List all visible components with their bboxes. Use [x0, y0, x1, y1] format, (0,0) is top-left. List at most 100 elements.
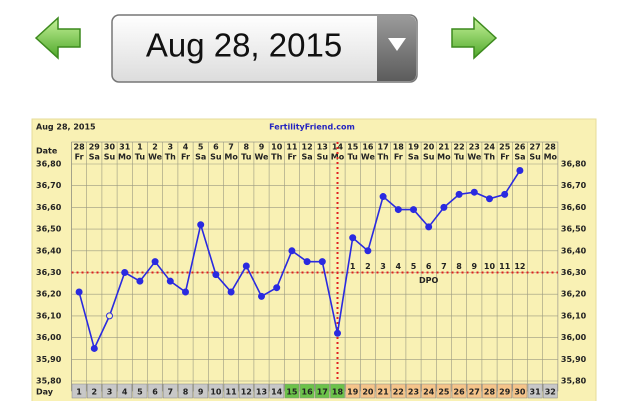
- date-label: 18: [393, 143, 405, 152]
- day-label: 31: [530, 388, 542, 397]
- temp-point: [121, 269, 129, 276]
- y-tick-label: 35,90: [561, 355, 587, 364]
- day-label: 14: [271, 388, 283, 397]
- weekday-label: Fr: [500, 153, 509, 162]
- day-cell: [497, 383, 513, 399]
- temp-point: [303, 258, 311, 266]
- date-label: 7: [228, 143, 234, 152]
- weekday-label: Th: [165, 153, 176, 162]
- day-label: 13: [256, 388, 267, 397]
- temp-point: [288, 247, 296, 255]
- date-label: 22: [454, 143, 465, 152]
- weekday-label: Fr: [75, 153, 84, 162]
- temp-point: [349, 234, 357, 242]
- day-cell: [512, 383, 528, 399]
- weekday-label: Mo: [437, 153, 451, 162]
- day-cell: [330, 383, 345, 399]
- y-tick-label: 36,50: [561, 225, 587, 234]
- temp-point: [90, 344, 98, 352]
- day-cell: [482, 383, 497, 399]
- y-tick-label: 36,00: [36, 333, 62, 342]
- day-label: 6: [152, 388, 158, 397]
- day-label: 29: [499, 388, 511, 397]
- temp-point: [334, 329, 341, 337]
- select-box: [111, 14, 418, 83]
- day-cell: [421, 383, 437, 399]
- date-label: 3: [168, 143, 174, 152]
- day-label: 5: [137, 388, 143, 397]
- y-tick-label: 36,20: [561, 290, 587, 299]
- temp-point: [182, 288, 189, 296]
- y-tick-label: 36,50: [36, 225, 62, 234]
- day-cell: [284, 383, 300, 399]
- temp-point: [516, 167, 524, 175]
- dpo-title: DPO: [419, 276, 439, 285]
- date-label: 19: [408, 143, 420, 152]
- weekday-label: Su: [423, 153, 435, 162]
- day-cell: [71, 383, 87, 399]
- y-tick-label: 36,80: [561, 160, 587, 169]
- weekday-label: Fr: [394, 153, 403, 162]
- weekday-label: Tu: [135, 153, 146, 162]
- select-caret: [388, 38, 406, 51]
- date-select[interactable]: Aug 28, 2015: [111, 14, 418, 83]
- temp-point: [318, 258, 326, 266]
- day-cell: [269, 383, 285, 399]
- day-cell: [254, 383, 269, 399]
- day-label: 27: [469, 388, 480, 397]
- weekday-label: We: [255, 153, 270, 162]
- date-label: 31: [119, 143, 131, 152]
- weekday-label: Th: [271, 153, 282, 162]
- day-label: 32: [545, 388, 556, 397]
- dpo-label: 3: [380, 262, 386, 271]
- weekday-label: We: [361, 153, 376, 162]
- y-tick-label: 36,10: [36, 311, 62, 320]
- temp-point: [486, 195, 493, 203]
- day-cell: [132, 383, 148, 399]
- date-label: 28: [545, 143, 557, 152]
- weekday-label: Su: [210, 153, 222, 162]
- date-label: 23: [469, 143, 480, 152]
- day-cell: [406, 383, 421, 399]
- y-tick-label: 36,10: [561, 311, 587, 320]
- weekday-label: Tu: [348, 153, 359, 162]
- weekday-label: Fr: [287, 153, 296, 162]
- next-arrow[interactable]: [451, 16, 498, 60]
- date-label: 20: [423, 143, 435, 152]
- dpo-label: 12: [514, 262, 525, 271]
- date-label: 25: [499, 143, 511, 152]
- y-tick-label: 36,60: [561, 203, 587, 212]
- day-label: 7: [168, 388, 174, 397]
- date-label: 1: [137, 143, 143, 152]
- day-cell: [86, 383, 102, 399]
- y-tick-label: 36,80: [36, 160, 62, 169]
- day-cell: [466, 383, 482, 399]
- dpo-label: 8: [456, 262, 462, 271]
- day-label: 20: [362, 388, 374, 397]
- day-label: 28: [484, 388, 496, 397]
- y-tick-label: 36,30: [36, 268, 62, 277]
- temp-point: [151, 258, 159, 266]
- day-label: 10: [210, 388, 222, 397]
- temp-point: [106, 312, 113, 320]
- temp-point: [273, 284, 281, 292]
- prev-arrow[interactable]: [34, 16, 81, 60]
- temp-point: [212, 271, 220, 279]
- date-label: 8: [244, 143, 250, 152]
- y-tick-label: 35,80: [561, 377, 587, 386]
- row-label: Date: [36, 147, 58, 156]
- day-label: 26: [454, 388, 466, 397]
- temp-point: [197, 221, 205, 229]
- weekday-label: Sa: [195, 153, 206, 162]
- y-tick-label: 36,60: [36, 203, 62, 212]
- weekday-label: Su: [317, 153, 329, 162]
- temp-point: [136, 277, 144, 285]
- weekday-label: Th: [484, 153, 495, 162]
- day-label: 1: [76, 388, 82, 397]
- day-label: 15: [286, 388, 298, 397]
- weekday-label: Su: [104, 153, 116, 162]
- date-label: 10: [271, 143, 283, 152]
- y-tick-label: 36,20: [36, 290, 62, 299]
- temp-point: [425, 223, 433, 231]
